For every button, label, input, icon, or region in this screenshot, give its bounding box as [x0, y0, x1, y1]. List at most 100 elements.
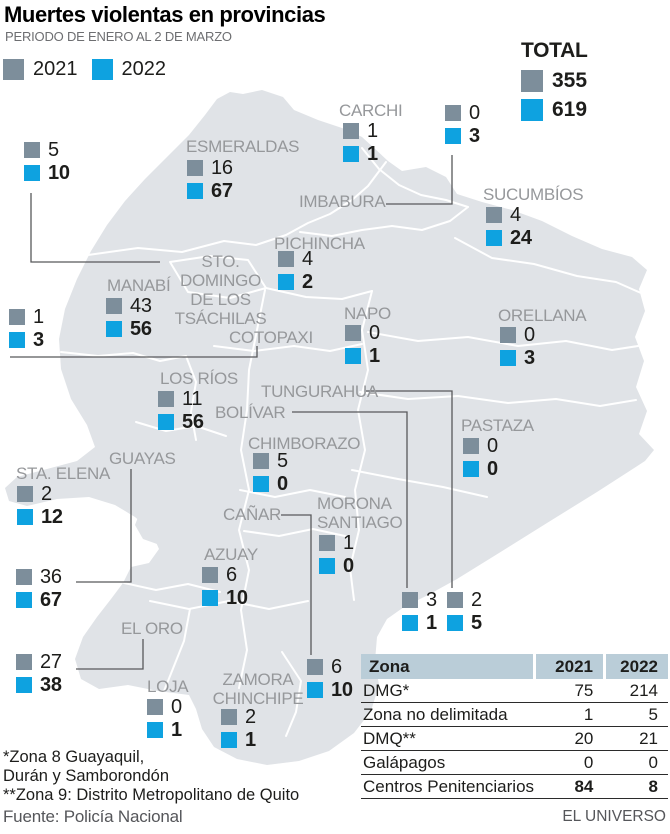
values-esmeraldas: 16 67 [187, 158, 233, 201]
zone-2021: 84 [574, 776, 594, 796]
value-2022: 10 [226, 586, 248, 609]
publisher-credit: EL UNIVERSO [562, 808, 666, 825]
value-2022: 56 [130, 317, 152, 340]
values-pastaza: 0 0 [463, 436, 498, 479]
2021-swatch [16, 654, 32, 670]
value-2022: 10 [331, 678, 353, 701]
2022-swatch [343, 146, 359, 162]
values-el-oro: 27 38 [16, 650, 62, 695]
2022-swatch [24, 165, 40, 181]
zone-2022: 21 [639, 728, 658, 748]
province-label-imbabura: IMBABURA [299, 192, 386, 211]
2022-swatch [521, 99, 543, 121]
zones-table: Zona 2021 2022 DMG* 75 214 Zona no delim… [361, 654, 668, 799]
2021-swatch [24, 142, 40, 158]
total-2022-value: 619 [552, 98, 588, 121]
zone-2021: 75 [574, 680, 594, 700]
value-2022: 0 [343, 554, 354, 577]
value-2021: 0 [171, 695, 182, 718]
2022-swatch [463, 461, 479, 477]
legend-2021-swatch [3, 59, 24, 80]
2021-swatch [521, 70, 543, 92]
2021-swatch [16, 569, 32, 585]
province-label-tungurahua: TUNGURAHUA [261, 382, 378, 401]
province-label-bolivar: BOLÍVAR [215, 403, 286, 422]
total-title: TOTAL [521, 39, 588, 62]
zone-2022: 214 [629, 680, 658, 700]
2021-swatch [17, 486, 33, 502]
2021-swatch [278, 251, 294, 267]
value-2021: 2 [245, 705, 256, 728]
2021-swatch [221, 709, 237, 725]
value-2021: 43 [130, 294, 152, 317]
2022-swatch [106, 321, 122, 337]
2021-swatch [463, 438, 479, 454]
values-sto-domingo: 5 10 [24, 140, 70, 183]
2021-swatch [486, 207, 502, 223]
2021-swatch [445, 105, 461, 121]
values-guayas: 36 67 [16, 567, 62, 610]
values-imbabura: 0 3 [445, 103, 480, 146]
page-subtitle: PERIODO DE ENERO AL 2 DE MARZO [5, 29, 232, 44]
zone-name: Zona no delimitada [363, 704, 508, 724]
province-label-cotopaxi: COTOPAXI [229, 328, 313, 347]
value-2021: 11 [182, 387, 203, 410]
2022-swatch [345, 348, 361, 364]
province-label-loja: LOJA [147, 677, 189, 696]
value-2021: 5 [277, 449, 288, 472]
legend-2022-swatch [91, 59, 113, 80]
value-2022: 0 [277, 472, 288, 495]
2021-swatch [147, 699, 163, 715]
2022-swatch [16, 592, 32, 608]
2022-swatch [221, 732, 237, 748]
value-2021: 27 [40, 650, 62, 673]
value-2021: 2 [471, 588, 482, 611]
total-block: TOTAL 355 619 [521, 39, 588, 121]
legend-item-2021: 2021 [3, 58, 78, 81]
value-2022: 1 [171, 718, 182, 741]
value-2021: 1 [367, 119, 378, 142]
table-row: Galápagos 0 0 [361, 751, 668, 775]
leader-lines [10, 155, 453, 670]
province-label-manabi: MANABÍ [107, 276, 171, 295]
2022-swatch [278, 274, 294, 290]
value-2022: 1 [369, 344, 380, 367]
table-row: DMQ** 20 21 [361, 727, 668, 751]
values-los-rios: 11 56 [158, 387, 204, 432]
values-loja: 0 1 [147, 695, 182, 741]
2022-swatch [445, 128, 461, 144]
2021-swatch [9, 309, 25, 325]
source-text: Fuente: Policía Nacional [3, 807, 183, 826]
value-2022: 1 [426, 611, 437, 634]
2022-swatch [17, 509, 33, 525]
values-canar: 6 10 [307, 657, 353, 701]
value-2021: 0 [369, 321, 380, 344]
2022-swatch [486, 230, 502, 246]
zone-2021: 1 [583, 704, 594, 724]
values-tungurahua: 2 5 [447, 588, 482, 633]
values-cotopaxi: 1 3 [9, 305, 44, 350]
2021-swatch [253, 453, 269, 469]
total-2022-row: 619 [521, 99, 588, 121]
legend-item-2022: 2022 [91, 58, 166, 81]
zone-2021: 20 [574, 728, 594, 748]
value-2022: 1 [367, 142, 378, 165]
province-label-zamora-chinchipe: ZAMORA CHINCHIPE [212, 670, 304, 709]
total-2021-row: 355 [521, 70, 588, 92]
province-label-orellana: ORELLANA [498, 306, 587, 325]
2022-swatch [447, 615, 463, 631]
header-2021: 2021 [536, 654, 603, 679]
header-2022: 2022 [606, 654, 668, 679]
table-row: Zona no delimitada 1 5 [361, 703, 668, 727]
page-title: Muertes violentas en provincias [4, 2, 326, 27]
province-label-pichincha: PICHINCHA [274, 234, 365, 253]
zone-name: DMQ** [363, 728, 416, 748]
table-row: DMG* 75 214 [361, 679, 668, 703]
2022-swatch [158, 414, 174, 430]
values-pichincha: 4 2 [278, 249, 313, 292]
value-2022: 24 [510, 226, 532, 249]
value-2021: 1 [33, 305, 44, 328]
value-2021: 4 [510, 203, 521, 226]
